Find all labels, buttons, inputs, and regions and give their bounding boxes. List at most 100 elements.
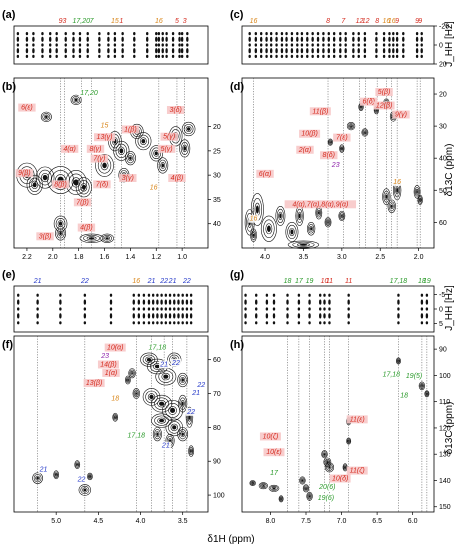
axis-title-1h: δ1H (ppm) xyxy=(207,534,254,545)
jres-peak xyxy=(297,293,301,297)
jres-peak xyxy=(142,307,146,311)
hsqc-peak xyxy=(79,233,104,243)
jres-peak xyxy=(132,321,135,325)
assignment-label: 10(δ) xyxy=(332,475,348,482)
hsqc-peak xyxy=(82,487,88,493)
jres-peak xyxy=(151,313,155,319)
hsqc-peak-core xyxy=(290,229,294,235)
hsqc-peak-core xyxy=(426,393,428,395)
assignment-label: 10(β) xyxy=(301,131,317,138)
jres-peak xyxy=(32,48,35,54)
jres-peak xyxy=(286,293,289,297)
jres-peak xyxy=(189,313,193,319)
y-tick-label: 0 xyxy=(439,43,443,50)
hsqc-peak-core xyxy=(88,237,95,240)
jres-peak xyxy=(164,307,168,311)
assignment-label: 18 xyxy=(400,393,408,400)
jres-peak xyxy=(328,293,331,297)
jres-peak xyxy=(55,43,58,47)
hsqc-peak xyxy=(162,400,183,421)
panels-layer: (a)9 3 17,20 7 15 1 16 5 3(b)2.2 2.0 1.8 1.6 1.4 1.2 1… xyxy=(2,9,451,525)
assignment-label-bg xyxy=(99,121,110,130)
hsqc-peak xyxy=(327,138,333,146)
assignment-label-bg xyxy=(329,474,351,483)
assignment-label-bg xyxy=(380,370,402,379)
jres-peak xyxy=(344,36,347,42)
assignment-label-bg xyxy=(73,198,92,207)
jres-peak xyxy=(375,31,378,36)
hsqc-peak-core xyxy=(154,151,158,156)
jres-peak xyxy=(121,31,124,36)
x-tick-label: 1.6 xyxy=(100,254,110,261)
jres-peak xyxy=(137,307,141,311)
panel-frame xyxy=(13,25,209,65)
hsqc-peak xyxy=(55,217,66,230)
jres-peak xyxy=(25,54,29,59)
jres-peak xyxy=(178,31,181,36)
jres-peak xyxy=(78,54,82,59)
hsqc-peak-core xyxy=(341,214,343,218)
jres-peak xyxy=(36,293,39,297)
hsqc-peak-core xyxy=(186,127,191,131)
jres-peak xyxy=(265,299,269,305)
assignment-label-bg xyxy=(284,200,357,209)
assignment-label-bg xyxy=(360,97,378,106)
jres-peak xyxy=(347,293,350,297)
jres-peak xyxy=(328,299,331,305)
jres-peak xyxy=(395,43,399,47)
jres-peak xyxy=(155,54,158,59)
jres-peak xyxy=(137,321,141,325)
jres-peak xyxy=(339,48,342,54)
jres-peak xyxy=(41,36,44,42)
jres-peak xyxy=(32,36,35,42)
assignment-label: 5(γ) xyxy=(161,146,173,153)
jres-peak xyxy=(160,299,163,305)
y-tick-label: 20 xyxy=(213,124,221,131)
jres-peak xyxy=(25,48,29,54)
hsqc-peak xyxy=(154,397,169,410)
jres-peak xyxy=(290,54,294,59)
jres-peak xyxy=(171,43,175,47)
x-tick-label: 5.0 xyxy=(51,518,61,525)
jres-peak xyxy=(86,43,89,47)
y-tick-label: 5 xyxy=(439,321,443,328)
assignment-label: 20(6) xyxy=(318,484,335,491)
hsqc-peak xyxy=(154,429,161,440)
hsqc-peak-core xyxy=(299,243,308,246)
assignment-label: 19(5) xyxy=(406,373,422,380)
jres-peak xyxy=(142,299,146,305)
hsqc-peak xyxy=(388,201,395,212)
jres-peak xyxy=(415,48,419,54)
hsqc-peak xyxy=(323,452,326,456)
x-tick-label: 1.8 xyxy=(74,254,84,261)
jres-peak xyxy=(269,48,273,54)
x-tick-label: 2.2 xyxy=(22,254,32,261)
y-tick-label: 150 xyxy=(439,504,451,511)
assignment-label-bg xyxy=(83,379,105,388)
hsqc-peak xyxy=(279,497,283,501)
hsqc-peak xyxy=(40,111,52,123)
hsqc-peak xyxy=(158,159,167,172)
jres-peak xyxy=(332,48,336,54)
jres-peak xyxy=(157,31,161,36)
hsqc-peak-core xyxy=(141,138,146,144)
hsqc-peak xyxy=(126,153,135,164)
hsqc-peak xyxy=(149,145,164,162)
jres-peak xyxy=(147,299,151,305)
jres-peak xyxy=(328,307,331,311)
assignment-label-bg xyxy=(403,372,425,381)
hsqc-peak xyxy=(41,172,49,183)
jres-peak xyxy=(156,307,159,311)
jres-peak xyxy=(254,54,258,59)
hsqc-peak xyxy=(113,415,117,420)
top-assignment-label: 3 xyxy=(62,18,66,25)
jres-peak xyxy=(322,54,325,59)
hsqc-peak xyxy=(326,463,333,471)
jres-peak xyxy=(311,48,314,54)
hsqc-peak xyxy=(160,162,166,169)
assignment-label-bg xyxy=(121,125,140,134)
hsqc-peak xyxy=(183,123,194,135)
jres-peak xyxy=(185,299,189,305)
jres-peak xyxy=(16,43,20,47)
jres-peak xyxy=(32,31,35,36)
